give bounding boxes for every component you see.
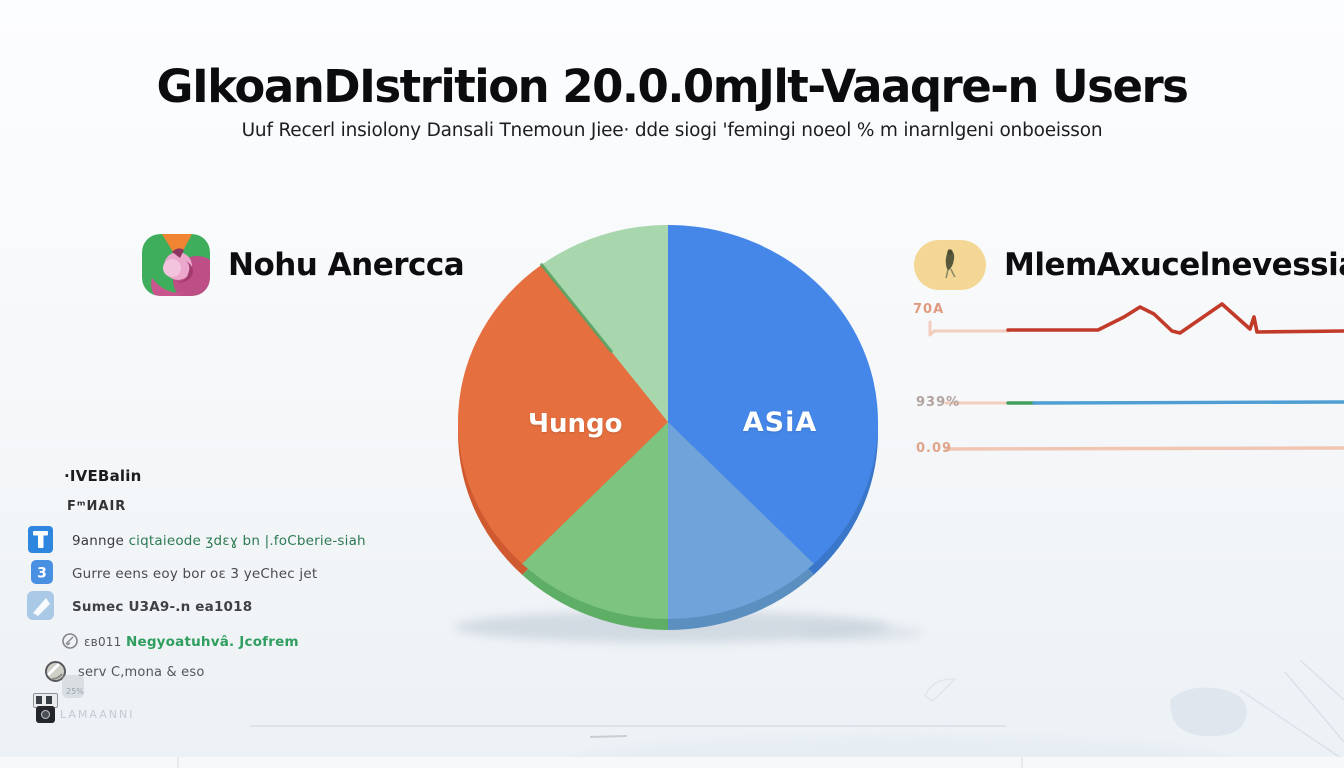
legend-item-row bbox=[28, 526, 53, 553]
legend-item-note: 25% bbox=[66, 687, 84, 696]
region-label-left: Nohu Anercca bbox=[228, 247, 465, 283]
camera-lens-icon bbox=[41, 710, 50, 719]
quill-badge-icon bbox=[914, 240, 986, 290]
legend-heading: ·IVEBalin bbox=[64, 467, 142, 485]
pillar-icon bbox=[28, 526, 53, 553]
ghost-figure bbox=[62, 675, 84, 698]
sparkline-label-2: 939% bbox=[916, 395, 961, 410]
number-three-icon: 3 bbox=[31, 560, 53, 584]
region-label-right: MlemAxucelnevessia bbox=[1004, 247, 1344, 283]
legend-item-row: 3 bbox=[31, 560, 53, 584]
region-header-right: MlemAxucelnevessia bbox=[914, 240, 1344, 290]
pie-slice-label-yungo: Чungo bbox=[528, 409, 623, 439]
legend-text-part2: ciqtaieode ʒdɛɣ bn |.foCberie-siah bbox=[128, 533, 366, 549]
legend-item-row bbox=[27, 591, 54, 620]
sparkline-label-3: 0.09 bbox=[916, 441, 953, 456]
legend-text-part2: Negyoatuhvâ. Jcofrem bbox=[125, 634, 299, 650]
legend-item-text: LAMAANNI bbox=[60, 708, 135, 721]
page-subtitle: Uuf Recerl insiolony Dansali Tnemoun Jie… bbox=[241, 120, 1103, 141]
region-header-left: Nohu Anercca bbox=[142, 234, 465, 296]
sparkline-label-1: 70A bbox=[913, 302, 945, 317]
svg-text:3: 3 bbox=[37, 566, 47, 582]
legend-item-text: 9annge ciqtaieode ʒdɛɣ bn |.foCberie-sia… bbox=[72, 533, 366, 549]
page-title: GIkoanDIstrition 20.0.0mJlt-Vaaqre-n Use… bbox=[156, 60, 1189, 113]
camera-icon bbox=[33, 693, 58, 708]
legend-item-text: Sumec U3A9-.n ea1018 bbox=[72, 599, 253, 615]
coin-icon bbox=[45, 661, 66, 682]
legend-text-part1: 9annge bbox=[72, 533, 125, 549]
pie-slice-label-asia: ASiA bbox=[742, 407, 818, 438]
legend-item-row bbox=[61, 632, 79, 650]
paper-plane-icon bbox=[27, 591, 54, 620]
legend-subheading: FᵐИAIR bbox=[67, 499, 127, 514]
legend-text-part1: ɛв011 bbox=[84, 635, 122, 649]
swirl-logo-icon bbox=[142, 234, 210, 296]
legend-item-row bbox=[44, 660, 67, 683]
legend-item-text: serv C,mona & eso bbox=[78, 665, 205, 680]
pencil-circle-icon bbox=[62, 633, 78, 649]
legend-item-text: Gurre eens eoy bor oɛ 3 yeChec jet bbox=[72, 566, 318, 582]
legend-item-text: ɛв011 Negyoatuhvâ. Jcofrem bbox=[84, 634, 299, 650]
